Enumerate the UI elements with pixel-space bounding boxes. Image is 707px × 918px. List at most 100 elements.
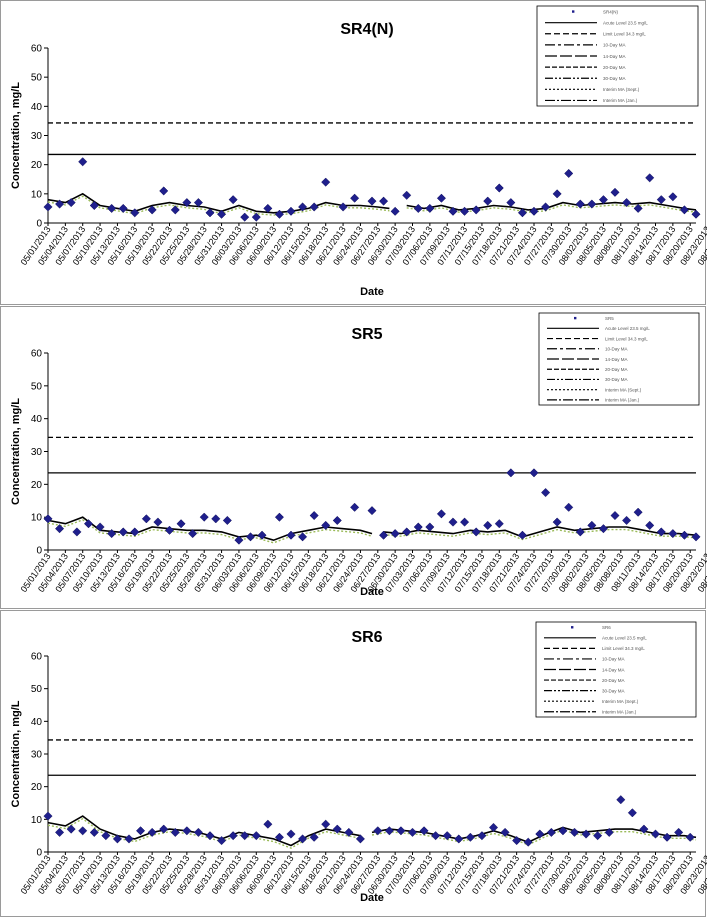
data-point [367,196,377,206]
moving-average-line [47,192,390,214]
legend-label: 20-Day MA [603,65,626,70]
legend-label: 14-Day MA [603,54,626,59]
legend-label: 20-Day MA [605,367,628,372]
data-point [541,202,551,212]
data-point [217,836,227,846]
moving-average-line [47,817,361,849]
data-point [639,824,649,834]
data-point [321,819,331,829]
data-point [483,196,493,206]
data-point [413,203,423,213]
data-point [107,529,117,539]
moving-average-line [47,519,373,544]
moving-average-line [383,528,697,541]
data-point [379,530,389,540]
data-point [176,519,186,529]
chart-title: SR6 [351,629,382,646]
legend-label: Interim MA (Sept.) [603,87,640,92]
data-point [193,198,203,208]
data-point [263,819,273,829]
data-point [78,826,88,836]
data-point [274,832,284,842]
legend-label: Limit Level 34.3 mg/L [605,336,648,341]
data-point [407,827,418,837]
data-point [604,827,614,837]
moving-average-line [47,815,361,847]
data-point [130,527,140,537]
data-point [43,514,53,524]
y-tick-label: 60 [31,652,43,663]
legend-label: 10-Day MA [605,347,628,352]
data-point [460,517,470,527]
y-tick-label: 30 [31,131,43,142]
data-point [199,512,209,522]
moving-average-line [371,826,697,844]
data-point [569,827,580,837]
legend-label: Acute Level 23.5 mg/L [605,326,650,331]
data-point [55,199,65,209]
data-point [211,514,221,524]
data-point [471,205,481,215]
data-point [251,212,261,222]
data-point [460,206,470,216]
data-point [541,487,551,498]
y-tick-label: 20 [31,160,43,171]
y-tick-label: 40 [31,717,43,728]
data-point [419,826,429,836]
y-tick-label: 60 [31,349,43,360]
data-point [587,199,597,209]
data-point [384,826,394,836]
data-point [488,822,499,833]
legend-label: Acute Level 23.5 mg/L [602,636,647,641]
legend-label: 10-Day MA [603,43,626,48]
legend-label: Acute Level 23.5 mg/L [603,20,648,25]
data-point [332,824,342,834]
data-point [587,520,597,530]
data-point [112,834,122,844]
data-point [43,811,53,821]
data-point [159,824,169,834]
data-point [436,509,446,519]
data-point [222,515,232,526]
data-point [650,829,661,839]
data-point [332,515,342,526]
data-point [263,203,273,213]
data-point [610,510,620,521]
data-point [691,209,701,219]
data-point [506,198,516,208]
data-point [581,829,591,839]
data-point [546,827,556,837]
y-tick-label: 50 [31,381,43,392]
data-point [217,209,227,219]
legend-label: Interim MA (Jan.) [602,710,637,715]
legend: SR6 Acute Level 23.5 mg/L Limit Level 34.3… [535,621,697,718]
data-point [170,827,180,837]
data-point [309,202,319,212]
data-point [512,836,522,846]
data-point [147,205,157,215]
data-point [685,832,695,842]
legend-label: SR4(N) [603,9,619,14]
data-point [668,529,678,539]
data-point [558,826,568,836]
data-point [523,837,533,847]
legend-label: Limit Level 34.3 mg/L [603,32,646,37]
y-axis-label: Concentration, mg/L [10,82,22,189]
data-point [622,198,632,208]
data-point [517,208,527,218]
y-axis-label: Concentration, mg/L [10,398,22,505]
chart-panel-sr6: SR6 0 10 20 30 40 50 60 Concentration, mg/L 05/01… [0,610,707,917]
data-point [136,826,146,836]
data-point [234,535,244,545]
data-point [228,195,238,205]
y-tick-label: 20 [31,480,43,491]
data-point [500,827,510,837]
y-tick-label: 10 [31,513,43,524]
data-point [95,522,105,532]
data-point [448,206,458,216]
data-point [645,173,655,183]
data-point [425,522,435,532]
data-point [298,532,308,542]
data-point [205,208,215,218]
